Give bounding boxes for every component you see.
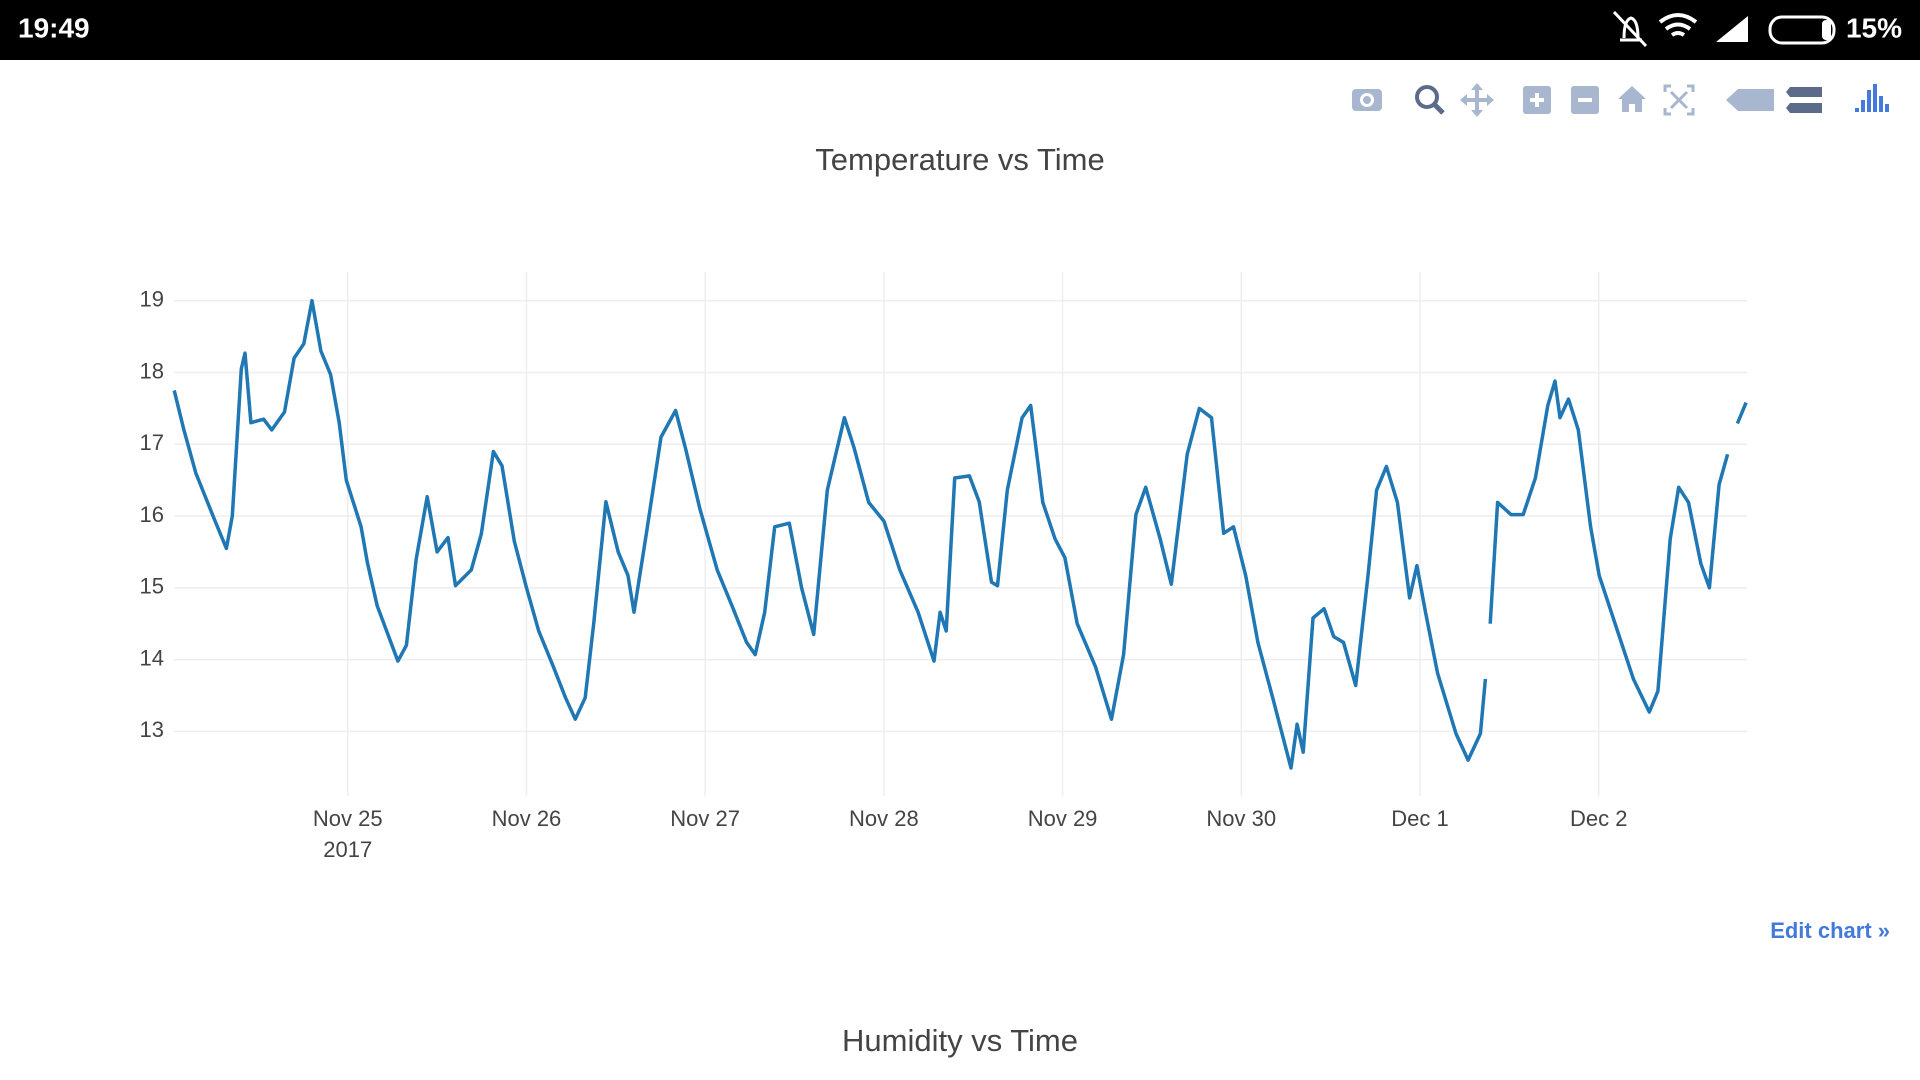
chart-title: Temperature vs Time — [815, 142, 1104, 177]
x-tick-label: Dec 2 — [1570, 806, 1627, 831]
x-tick-label: Dec 1 — [1391, 806, 1448, 831]
x-tick-label: Nov 29 — [1028, 806, 1098, 831]
y-tick-label: 19 — [140, 287, 164, 312]
zoom-button[interactable] — [1415, 85, 1445, 115]
status-icons — [1612, 10, 1836, 48]
x-tick-label: Nov 30 — [1206, 806, 1276, 831]
edit-chart-link[interactable]: Edit chart » — [1770, 918, 1890, 943]
grid: 13 14 15 16 17 18 19 Nov 25 2017 Nov 26 Nov 27 Nov … — [140, 272, 1747, 862]
clock: 19:49 — [18, 12, 90, 43]
x-tick-label: Nov 25 — [313, 806, 383, 831]
x-tick-year: 2017 — [323, 837, 372, 862]
y-tick-label: 13 — [140, 717, 164, 742]
zoom-out-button[interactable] — [1571, 86, 1599, 114]
battery-level: 15% — [1846, 12, 1902, 43]
temperature-line — [172, 298, 1748, 770]
modebar — [1352, 83, 1889, 117]
x-tick-label: Nov 28 — [849, 806, 919, 831]
y-tick-label: 15 — [140, 574, 164, 599]
y-tick-label: 16 — [140, 502, 164, 527]
pan-button[interactable] — [1460, 83, 1494, 117]
hover-compare-button[interactable] — [1786, 87, 1822, 113]
reset-axes-button[interactable] — [1618, 86, 1646, 112]
hover-closest-button[interactable] — [1726, 89, 1774, 111]
x-tick-label: Nov 26 — [492, 806, 562, 831]
status-bar — [0, 0, 1920, 60]
y-tick-label: 18 — [140, 358, 164, 383]
y-tick-label: 14 — [140, 645, 164, 670]
next-chart-title: Humidity vs Time — [842, 1023, 1078, 1058]
camera-button[interactable] — [1352, 89, 1382, 111]
plot-area — [172, 298, 1748, 770]
x-tick-label: Nov 27 — [670, 806, 740, 831]
y-tick-label: 17 — [140, 430, 164, 455]
zoom-in-button[interactable] — [1523, 86, 1551, 114]
autoscale-button[interactable] — [1663, 84, 1695, 116]
plotly-logo[interactable] — [1855, 84, 1889, 112]
